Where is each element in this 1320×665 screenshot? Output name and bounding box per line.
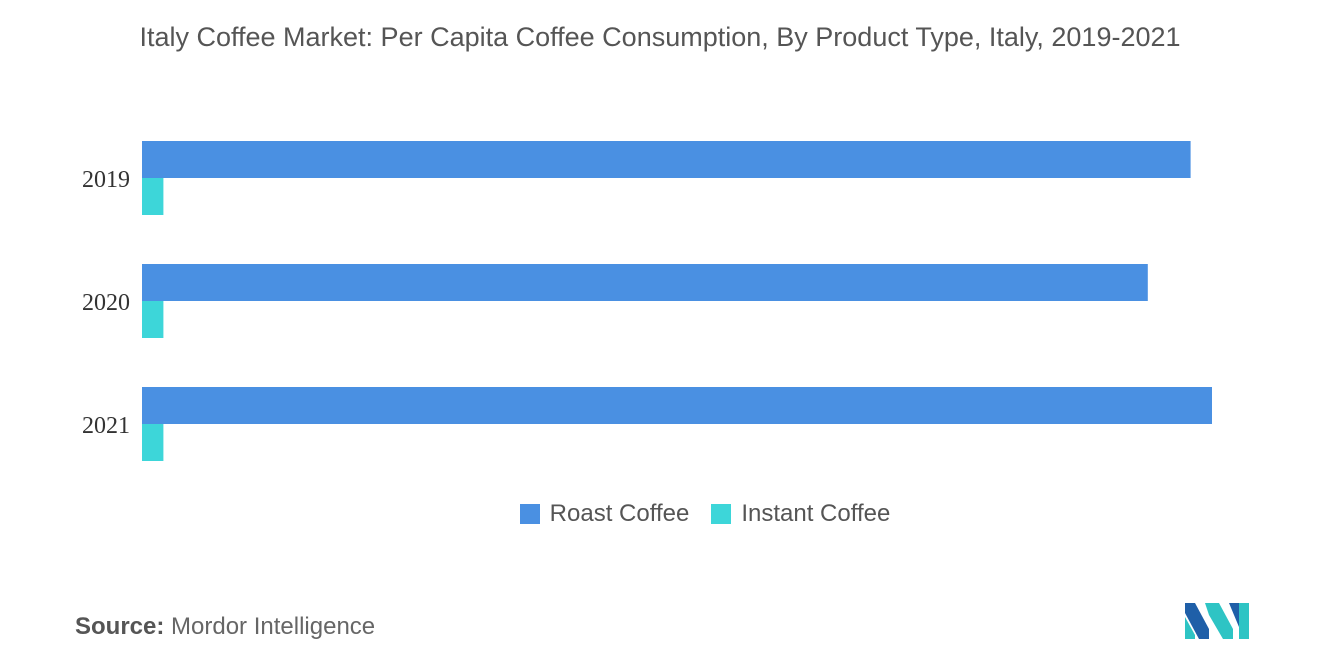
bar-instant-coffee-2020: [142, 301, 164, 338]
legend: Roast Coffee Instant Coffee: [0, 500, 1320, 528]
y-tick-label-2019: 2019: [82, 167, 130, 193]
bar-instant-coffee-2021: [142, 424, 164, 461]
legend-item-instant-coffee: Instant Coffee: [711, 500, 890, 528]
bar-chart: 2019 2020 2021: [82, 141, 1212, 461]
bar-roast-coffee-2020: [142, 264, 1148, 301]
bar-instant-coffee-2019: [142, 178, 164, 215]
bars-group: [142, 141, 1212, 461]
bar-roast-coffee-2021: [142, 387, 1212, 424]
bar-roast-coffee-2019: [142, 141, 1191, 178]
y-tick-label-2020: 2020: [82, 290, 130, 316]
mordor-intelligence-logo-icon: [1185, 603, 1249, 639]
chart-title: Italy Coffee Market: Per Capita Coffee C…: [139, 22, 1181, 52]
legend-swatch-roast-coffee: [519, 504, 540, 524]
y-tick-label-2021: 2021: [82, 413, 130, 439]
source-value: Mordor Intelligence: [171, 613, 376, 640]
legend-item-roast-coffee: Roast Coffee: [519, 500, 690, 528]
y-tick-labels: 2019 2020 2021: [82, 167, 130, 439]
legend-swatch-instant-coffee: [711, 504, 732, 524]
source-note: Source: Mordor Intelligence: [75, 613, 375, 641]
source-label: Source:: [75, 613, 165, 640]
legend-label-roast-coffee: Roast Coffee: [549, 500, 690, 527]
legend-label-instant-coffee: Instant Coffee: [741, 500, 891, 527]
